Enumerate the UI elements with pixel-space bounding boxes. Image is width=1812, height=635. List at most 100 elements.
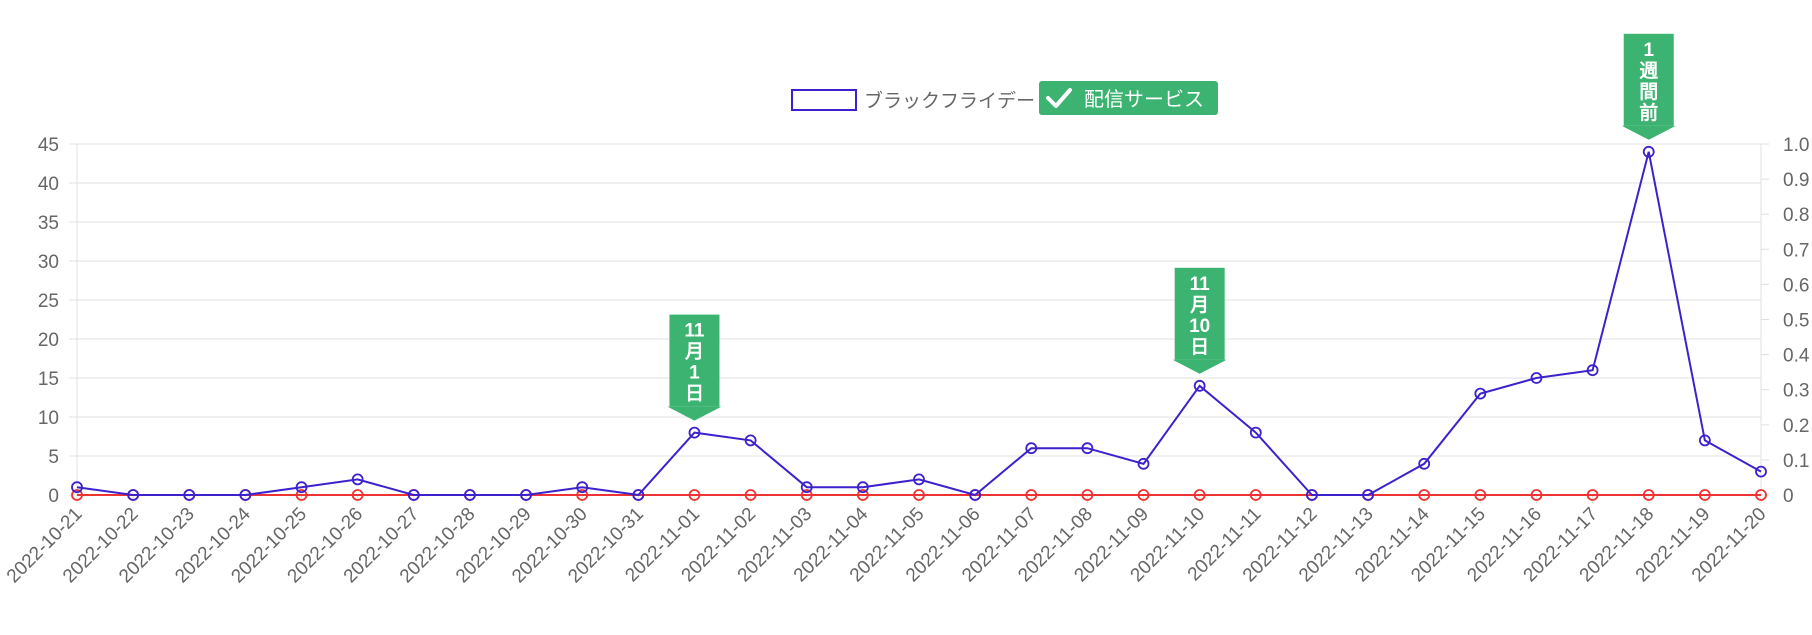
data-point-black-friday <box>576 481 589 494</box>
annotation-text: 1 <box>1643 40 1654 61</box>
data-point-black-friday <box>520 489 532 501</box>
data-point-streaming-service <box>1193 489 1206 501</box>
annotation-arrow <box>1172 359 1227 374</box>
check-icon <box>1046 88 1072 108</box>
data-point-black-friday <box>183 489 196 501</box>
data-point-black-friday <box>1418 457 1431 470</box>
x-axis: 2022-10-212022-10-222022-10-232022-10-24… <box>3 495 1771 587</box>
left-y-tick-label: 40 <box>38 174 59 195</box>
left-y-tick-label: 45 <box>38 135 59 156</box>
annotation-text: 週 <box>1639 60 1658 82</box>
right-y-tick-label: 0.4 <box>1783 346 1810 367</box>
data-point-black-friday <box>239 489 252 501</box>
annotation-text: 日 <box>685 384 704 405</box>
data-point-black-friday <box>407 489 420 501</box>
annotation-text: 1 <box>689 363 700 384</box>
left-y-tick-label: 10 <box>38 408 59 429</box>
left-y-tick-label: 15 <box>38 369 59 390</box>
left-y-tick-label: 5 <box>48 447 59 468</box>
legend-label-streaming-service: 配信サービス <box>1084 88 1204 111</box>
data-point-black-friday <box>1586 364 1599 377</box>
annotation-text: 11 <box>684 321 705 342</box>
data-point-streaming-service <box>688 489 701 501</box>
annotation-text: 日 <box>1190 337 1209 358</box>
data-point-streaming-service <box>1137 489 1150 501</box>
data-point-streaming-service <box>1586 489 1599 501</box>
right-y-tick-label: 0 <box>1783 486 1794 507</box>
data-point-streaming-service <box>1025 489 1038 501</box>
data-point-black-friday <box>127 489 140 501</box>
data-point-black-friday <box>744 434 757 447</box>
data-point-black-friday <box>913 473 925 486</box>
data-point-black-friday <box>1193 379 1206 392</box>
data-point-black-friday <box>856 481 869 494</box>
data-point-black-friday <box>1306 489 1318 501</box>
data-point-streaming-service <box>576 489 589 501</box>
data-point-streaming-service <box>71 489 83 501</box>
annotation-box <box>1174 267 1225 360</box>
data-point-black-friday <box>688 426 701 439</box>
annotation-arrow <box>1621 125 1676 140</box>
right-y-tick-label: 0.3 <box>1783 381 1809 402</box>
left-y-tick-label: 35 <box>38 213 59 234</box>
data-point-streaming-service <box>800 489 813 501</box>
data-point-streaming-service <box>1530 489 1543 501</box>
left-y-tick-label: 0 <box>48 486 59 507</box>
data-point-black-friday <box>1642 145 1655 158</box>
data-point-black-friday <box>1249 426 1262 439</box>
legend-item-black-friday[interactable]: ブラックフライデー <box>791 89 1035 112</box>
data-point-black-friday <box>1081 442 1094 455</box>
data-point-black-friday <box>800 481 813 494</box>
annotation-text: 月 <box>684 342 704 363</box>
data-point-black-friday <box>1025 442 1038 455</box>
data-point-streaming-service <box>744 489 757 501</box>
legend-item-streaming-service[interactable]: 配信サービス <box>1039 81 1218 115</box>
left-y-axis: 0 5 10 15 20 25 30 35 40 45 <box>38 135 77 507</box>
annotation-box <box>1623 33 1674 126</box>
legend-swatch-black-friday <box>791 89 857 111</box>
right-y-tick-label: 0.9 <box>1783 170 1809 191</box>
data-point-streaming-service <box>1474 489 1487 501</box>
data-point-streaming-service <box>351 489 364 501</box>
grid-lines <box>76 143 1762 503</box>
data-point-black-friday <box>71 481 83 494</box>
data-point-streaming-service <box>295 489 308 501</box>
data-point-black-friday <box>632 489 645 501</box>
series-line-black-friday <box>76 151 1762 497</box>
data-point-streaming-service <box>1642 489 1655 501</box>
annotation-text: 月 <box>1189 295 1209 316</box>
right-y-tick-label: 0.7 <box>1783 240 1809 261</box>
left-y-tick-label: 20 <box>38 330 59 351</box>
data-point-streaming-service <box>856 489 869 501</box>
annotation-text: 10 <box>1189 316 1210 337</box>
annotation-text: 11 <box>1190 274 1211 295</box>
legend-checked-box <box>1039 81 1218 115</box>
right-y-tick-label: 1.0 <box>1783 135 1809 156</box>
data-point-black-friday <box>351 473 364 486</box>
legend: ブラックフライデー 配信サービス <box>791 81 1218 115</box>
data-point-streaming-service <box>1418 489 1431 501</box>
data-point-black-friday <box>1698 434 1711 447</box>
data-point-black-friday <box>295 481 308 494</box>
data-point-black-friday <box>1755 465 1767 478</box>
series-layer <box>71 145 1767 501</box>
right-y-tick-label: 0.6 <box>1783 275 1809 296</box>
right-y-tick-label: 0.8 <box>1783 205 1809 226</box>
left-y-tick-label: 25 <box>38 291 59 312</box>
data-point-streaming-service <box>1249 489 1262 501</box>
annotation-box <box>669 314 720 407</box>
data-point-black-friday <box>1137 457 1150 470</box>
data-point-black-friday <box>1474 387 1487 400</box>
data-point-black-friday <box>1362 489 1374 501</box>
legend-label-black-friday: ブラックフライデー <box>864 89 1035 112</box>
left-y-tick-label: 30 <box>38 252 59 273</box>
data-point-streaming-service <box>1081 489 1094 501</box>
right-y-tick-label: 0.1 <box>1783 451 1809 472</box>
right-y-tick-label: 0.2 <box>1783 416 1809 437</box>
data-point-black-friday <box>1530 372 1543 384</box>
